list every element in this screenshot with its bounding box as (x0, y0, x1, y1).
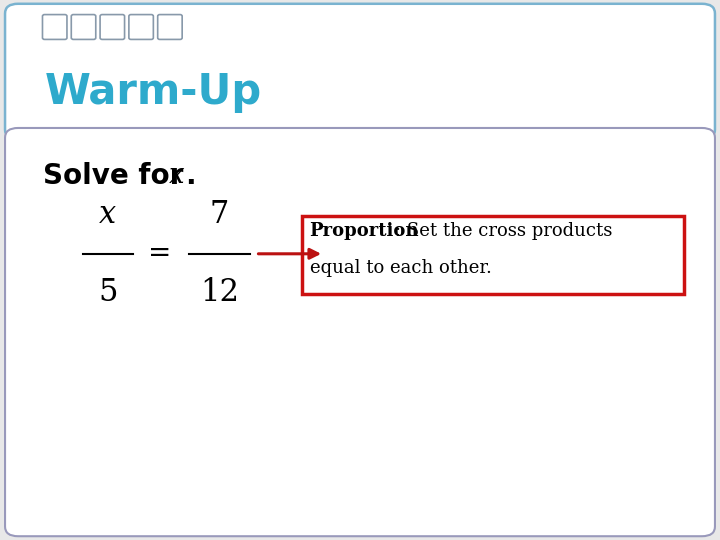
FancyBboxPatch shape (5, 4, 715, 139)
FancyBboxPatch shape (42, 15, 67, 39)
FancyBboxPatch shape (100, 15, 125, 39)
Text: .: . (185, 162, 196, 190)
Text: 12: 12 (200, 277, 239, 308)
Text: Proportion: Proportion (310, 222, 419, 240)
Text: x: x (99, 199, 117, 231)
Text: : Set the cross products: : Set the cross products (395, 222, 612, 240)
FancyBboxPatch shape (5, 128, 715, 536)
Text: equal to each other.: equal to each other. (310, 259, 492, 277)
FancyBboxPatch shape (158, 15, 182, 39)
Text: 5: 5 (98, 277, 118, 308)
Text: x: x (169, 162, 185, 189)
Text: 7: 7 (210, 199, 229, 231)
FancyBboxPatch shape (71, 15, 96, 39)
Text: =: = (148, 240, 171, 267)
Text: Warm-Up: Warm-Up (45, 71, 262, 113)
Text: Solve for: Solve for (43, 162, 193, 190)
FancyBboxPatch shape (129, 15, 153, 39)
FancyBboxPatch shape (302, 216, 684, 294)
